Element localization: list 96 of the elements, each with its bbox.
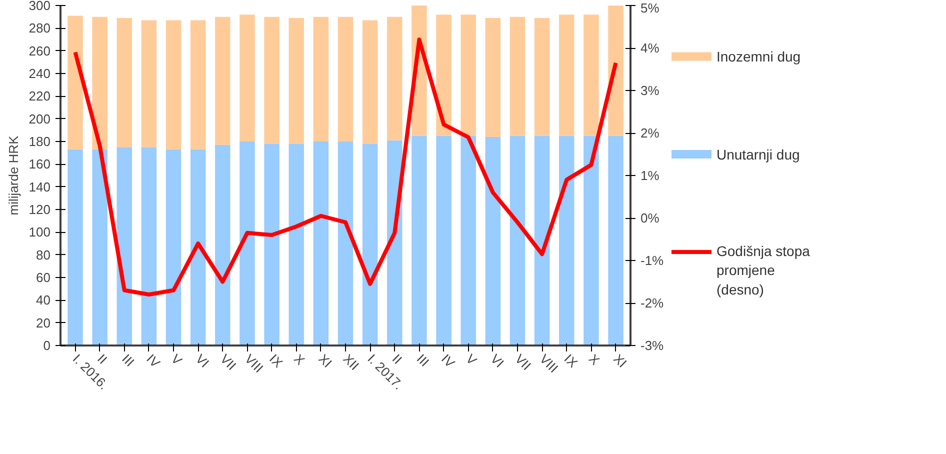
bar bbox=[313, 142, 329, 346]
bar bbox=[485, 136, 501, 346]
bar bbox=[166, 149, 182, 346]
x-tick-label: II bbox=[94, 351, 110, 367]
x-tick-label: III bbox=[414, 351, 432, 370]
y-axis-title: milijarde HRK bbox=[6, 135, 21, 216]
bar bbox=[215, 16, 230, 145]
x-tick-label: IX bbox=[266, 351, 286, 371]
line-series bbox=[73, 38, 618, 296]
bar bbox=[264, 16, 280, 144]
x-tick-label: X bbox=[586, 351, 603, 368]
x-tick-label: VI bbox=[488, 351, 507, 370]
y-tick-label: 120 bbox=[28, 202, 51, 217]
bar bbox=[288, 144, 304, 346]
y2-tick-label: 4% bbox=[640, 40, 660, 56]
bar bbox=[338, 16, 354, 142]
x-tick-label: V bbox=[463, 351, 480, 368]
bar bbox=[460, 136, 476, 346]
bar bbox=[141, 20, 157, 148]
x-tick-label: X bbox=[291, 351, 308, 368]
y2-tick-label: 5% bbox=[640, 0, 660, 16]
bar bbox=[264, 144, 280, 346]
y-tick-label: 20 bbox=[36, 315, 51, 330]
bar bbox=[534, 18, 550, 136]
legend-label: Inozemni dug bbox=[716, 48, 801, 64]
bar bbox=[240, 142, 255, 346]
bar bbox=[92, 16, 108, 150]
y2-tick-label: -1% bbox=[640, 253, 664, 268]
bar bbox=[412, 136, 427, 346]
y-tick-label: 220 bbox=[28, 88, 51, 104]
y-tick-label: 60 bbox=[36, 270, 51, 285]
x-tick-label: IV bbox=[438, 351, 458, 371]
y2-tick-label: 3% bbox=[640, 83, 660, 98]
x-tick-label: III bbox=[119, 351, 138, 370]
x-tick-label: II bbox=[389, 351, 406, 367]
x-tick-label: XI bbox=[316, 351, 335, 370]
bar bbox=[436, 136, 452, 346]
bar bbox=[510, 16, 526, 136]
bar bbox=[387, 16, 402, 140]
x-tick-label: IX bbox=[561, 351, 581, 371]
bar bbox=[460, 14, 476, 136]
bar bbox=[190, 20, 206, 150]
y-tick-label: 180 bbox=[28, 134, 51, 149]
y-tick-label: 160 bbox=[28, 156, 51, 172]
y-tick-label: 280 bbox=[28, 20, 51, 36]
bar bbox=[559, 14, 574, 136]
x-tick-label: IV bbox=[144, 351, 164, 371]
bar bbox=[166, 20, 182, 150]
bar bbox=[116, 18, 132, 148]
y2-tick-label: -2% bbox=[640, 296, 664, 310]
bar bbox=[215, 144, 230, 346]
bar bbox=[362, 144, 378, 346]
bar bbox=[534, 136, 550, 346]
bar bbox=[92, 149, 108, 346]
bar bbox=[584, 136, 599, 346]
bar bbox=[288, 18, 304, 144]
legend-label: Godišnja stopa promjene (desno) bbox=[716, 243, 810, 298]
x-tick-label: VI bbox=[192, 351, 212, 370]
bar bbox=[485, 18, 501, 137]
bar bbox=[362, 20, 378, 144]
bar bbox=[313, 16, 329, 142]
y-tick-label: 200 bbox=[28, 111, 51, 126]
y-tick-label: 140 bbox=[28, 179, 51, 194]
bar bbox=[608, 136, 624, 346]
bar bbox=[240, 14, 255, 142]
legend-label: Unutarnji dug bbox=[716, 146, 800, 162]
x-tick-label: VIII bbox=[536, 351, 562, 376]
y-tick-label: 100 bbox=[28, 224, 51, 240]
y2-tick-label: 1% bbox=[640, 168, 660, 183]
y-tick-label: 260 bbox=[28, 43, 51, 58]
x-tick-label: VII bbox=[217, 351, 240, 374]
x-tick-label: XI bbox=[610, 351, 630, 370]
bar bbox=[68, 16, 83, 150]
x-tick-label: VIII bbox=[242, 351, 266, 376]
x-tick-label: VII bbox=[512, 351, 534, 374]
x-tick-label: XII bbox=[340, 351, 362, 374]
y2-tick-label: 2% bbox=[640, 126, 660, 140]
y-tick-label: 0 bbox=[43, 338, 51, 353]
x-tick-label: V bbox=[168, 351, 186, 368]
bar bbox=[559, 136, 574, 346]
y-tick-label: 80 bbox=[36, 247, 51, 262]
bar bbox=[584, 14, 599, 136]
bar bbox=[608, 6, 624, 136]
y-tick-label: 240 bbox=[28, 66, 51, 81]
bar bbox=[338, 142, 354, 346]
bar bbox=[190, 149, 206, 346]
y-tick-label: 40 bbox=[36, 292, 51, 308]
bar bbox=[141, 147, 157, 346]
bar bbox=[510, 136, 526, 346]
y-tick-label: 300 bbox=[28, 0, 51, 13]
bar bbox=[436, 14, 452, 136]
bar bbox=[68, 149, 83, 346]
bar bbox=[116, 147, 132, 346]
bar bbox=[387, 140, 402, 346]
y2-tick-label: 0% bbox=[640, 210, 660, 226]
y2-tick-label: -3% bbox=[640, 338, 664, 353]
